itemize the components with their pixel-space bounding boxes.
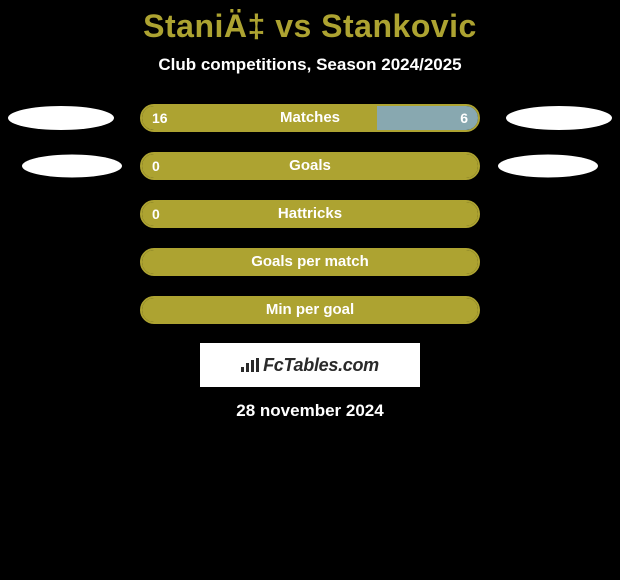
stat-label: Goals per match xyxy=(142,250,478,274)
comparison-rows: Matches166Goals0Hattricks0Goals per matc… xyxy=(0,103,620,325)
stat-bar: Min per goal xyxy=(140,296,480,324)
comparison-row: Goals per match xyxy=(0,247,620,277)
stat-bar: Goals0 xyxy=(140,152,480,180)
date-label: 28 november 2024 xyxy=(0,401,620,421)
stat-bar: Matches16 6 xyxy=(140,104,480,132)
stat-value-left: 0 xyxy=(152,154,160,178)
page-title: StaniÄ‡ vs Stankovic xyxy=(0,8,620,45)
player-right-marker xyxy=(506,106,612,130)
stat-bar: Goals per match xyxy=(140,248,480,276)
comparison-row: Min per goal xyxy=(0,295,620,325)
comparison-row: Matches16 6 xyxy=(0,103,620,133)
stat-value-left: 0 xyxy=(152,202,160,226)
logo: FcTables.com xyxy=(241,355,379,376)
stat-value-left: 16 xyxy=(152,106,168,130)
comparison-row: Hattricks0 xyxy=(0,199,620,229)
stat-value-right: 6 xyxy=(460,106,468,130)
player-left-marker xyxy=(8,106,114,130)
comparison-row: Goals0 xyxy=(0,151,620,181)
stat-label: Matches xyxy=(142,106,478,130)
logo-text: FcTables.com xyxy=(263,355,379,376)
stat-label: Min per goal xyxy=(142,298,478,322)
player-left-marker xyxy=(22,155,122,178)
stat-label: Hattricks xyxy=(142,202,478,226)
bar-chart-icon xyxy=(241,358,259,372)
stat-bar: Hattricks0 xyxy=(140,200,480,228)
player-right-marker xyxy=(498,155,598,178)
subtitle: Club competitions, Season 2024/2025 xyxy=(0,55,620,75)
stat-label: Goals xyxy=(142,154,478,178)
comparison-infographic: StaniÄ‡ vs Stankovic Club competitions, … xyxy=(0,0,620,580)
logo-box: FcTables.com xyxy=(200,343,420,387)
